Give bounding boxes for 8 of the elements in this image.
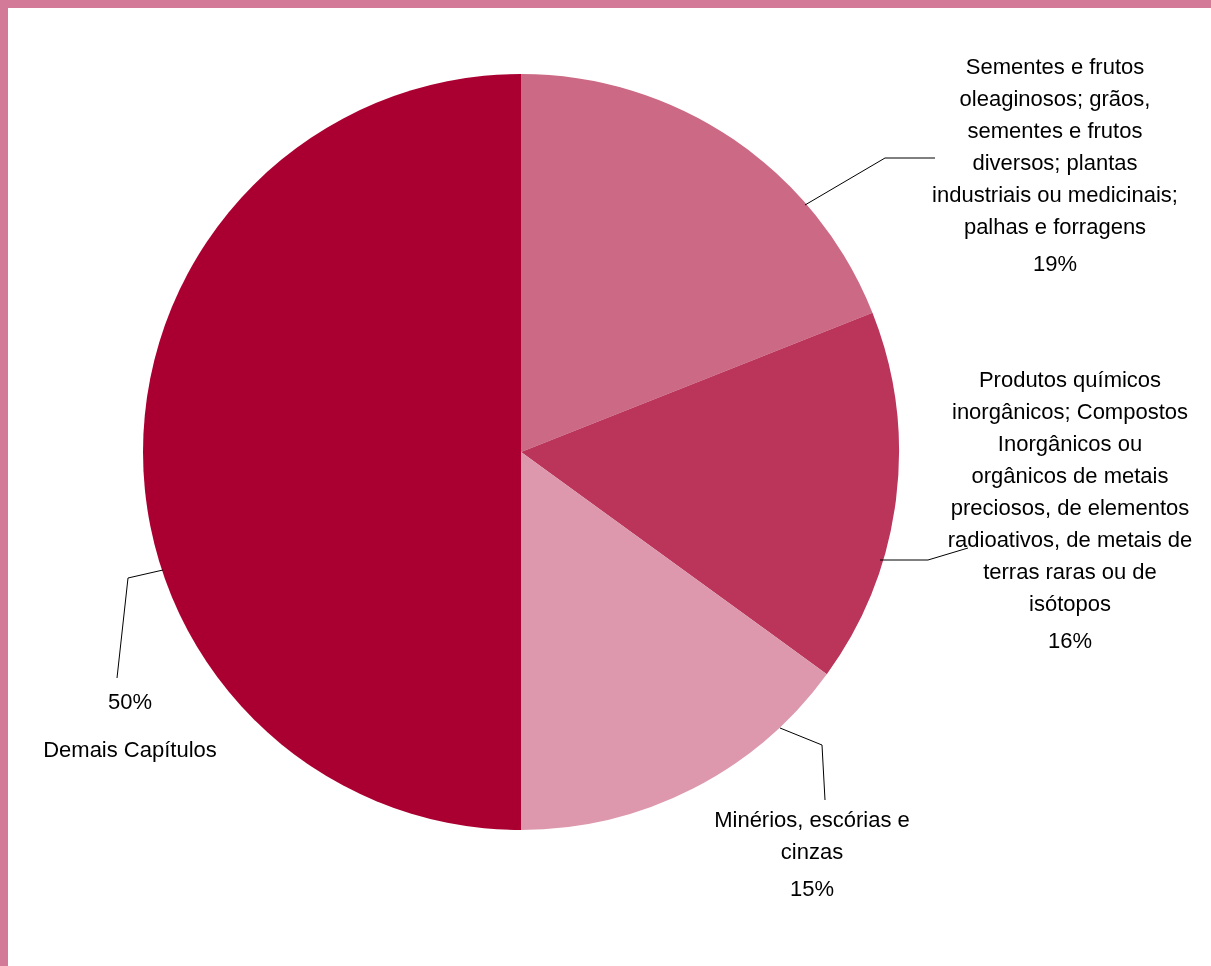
slice-label: Sementes e frutos oleaginosos; grãos, sementes e frutos diversos; plantas industriais ou medicinais; palhas e forragens (932, 54, 1178, 240)
slice-label: Demais Capítulos (43, 737, 217, 763)
data-label: 19% (1032, 251, 1078, 277)
data-label: 16% (1047, 628, 1093, 654)
slice-label: Minérios, escórias e cinzas (714, 807, 910, 865)
data-label: 15% (789, 876, 835, 902)
slice-label: Produtos químicos inorgânicos; Compostos Inorgânicos ou orgânicos de metais preciosos, de elementos radioativos, de metais de terras raras ou de isótopos (947, 367, 1193, 617)
data-label: 50% (107, 689, 153, 715)
